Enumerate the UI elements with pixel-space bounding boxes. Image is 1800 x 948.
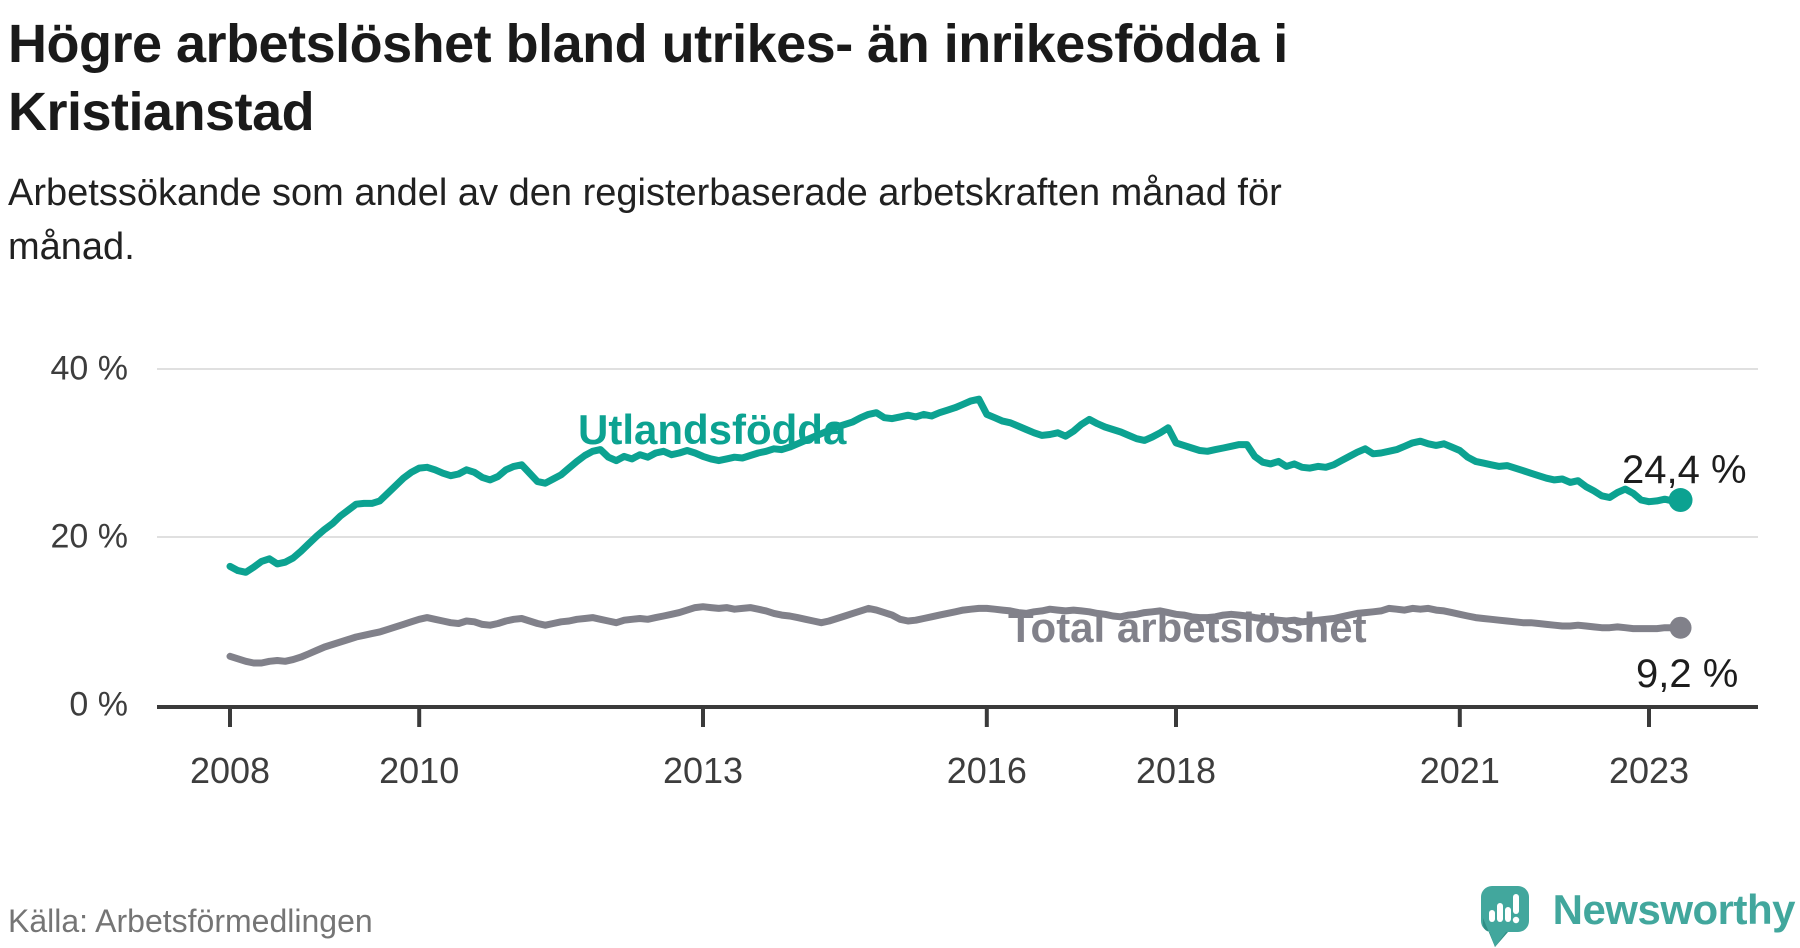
newsworthy-logo-icon: [1480, 886, 1529, 947]
y-tick-label-40: 40 %: [50, 349, 129, 388]
x-tick-label-2023: 2023: [1608, 750, 1690, 791]
x-tick-label-2021: 2021: [1419, 750, 1500, 791]
series-label-utlandsfodda: Utlandsfödda: [578, 406, 847, 453]
series-end-dot-0: [1668, 488, 1693, 513]
source-credit: Källa: Arbetsförmedlingen: [8, 903, 373, 939]
x-tick-label-2013: 2013: [662, 750, 744, 791]
x-tick-label-2008: 2008: [189, 750, 271, 791]
series-line-0: [226, 395, 1684, 576]
series-label-total-arbetsloshet: Total arbetslöshet: [1008, 604, 1367, 651]
page-title: Högre arbetslöshet bland utrikes- än inr…: [8, 14, 1288, 142]
end-value-label-total: 9,2 %: [1636, 652, 1739, 696]
chart-subtitle: Arbetssökande som andel av den registerb…: [8, 172, 1282, 268]
y-tick-label-20: 20 %: [50, 517, 129, 556]
data-series-lines: [226, 395, 1693, 667]
brand-lockup: Newsworthy: [1480, 884, 1796, 948]
end-value-label-utlandsfodda: 24,4 %: [1622, 448, 1747, 492]
x-axis: [157, 705, 1758, 727]
x-tick-label-2010: 2010: [379, 750, 460, 791]
gridlines: [157, 368, 1758, 538]
x-tick-label-2016: 2016: [946, 750, 1027, 791]
series-line-1: [226, 603, 1684, 667]
y-tick-label-0: 0 %: [69, 685, 128, 724]
series-end-dot-1: [1669, 616, 1692, 639]
x-tick-label-2018: 2018: [1135, 750, 1217, 791]
brand-name: Newsworthy: [1552, 886, 1796, 933]
